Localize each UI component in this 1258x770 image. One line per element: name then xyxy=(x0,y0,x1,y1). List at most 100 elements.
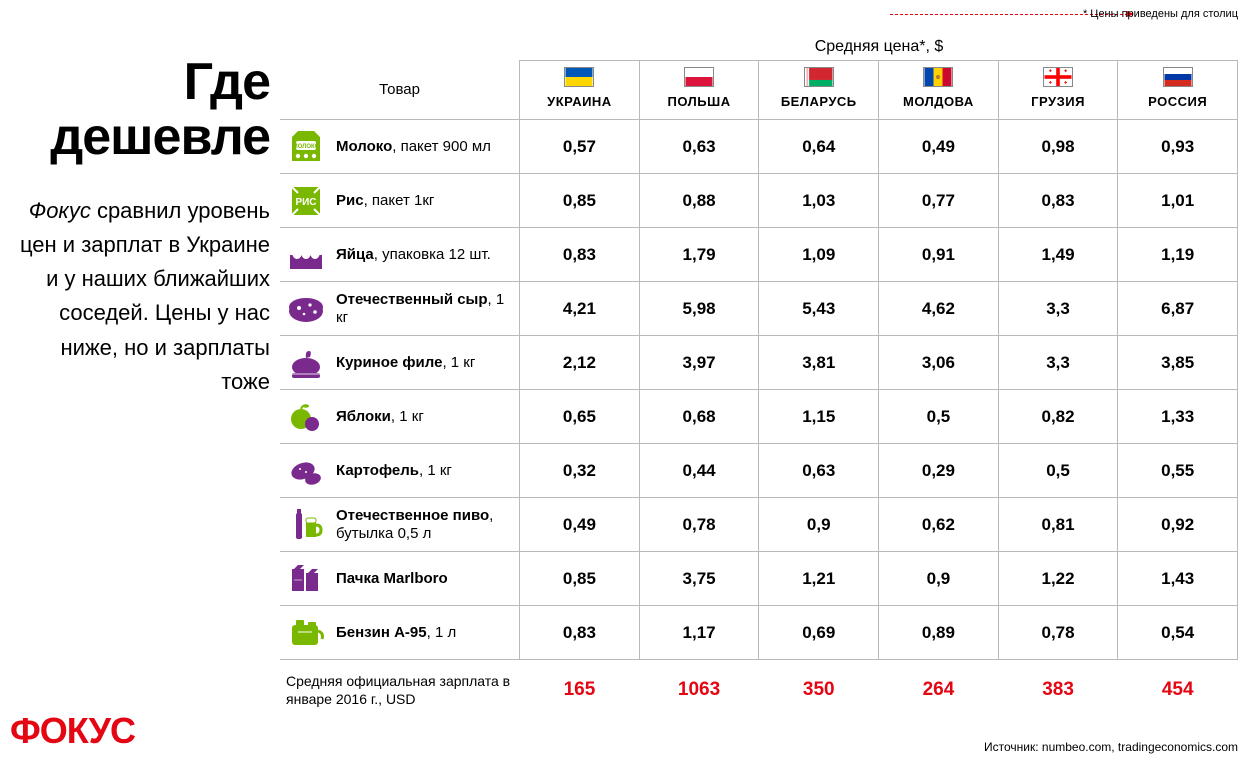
table-row: Пачка Marlboro0,853,751,210,91,221,43 xyxy=(280,552,1238,606)
country-header-md: МОЛДОВА xyxy=(879,61,999,120)
fuel-icon xyxy=(286,613,326,653)
price-cell: 0,83 xyxy=(520,606,640,660)
flag-by-icon xyxy=(804,67,834,87)
price-cell: 6,87 xyxy=(1118,282,1238,336)
price-cell: 0,88 xyxy=(639,174,759,228)
price-table: Товар УКРАИНАПОЛЬШАБЕЛАРУСЬМОЛДОВАГРУЗИЯ… xyxy=(280,60,1238,720)
flag-ge-icon xyxy=(1043,67,1073,87)
goods-header: Товар xyxy=(280,61,520,120)
price-cell: 1,79 xyxy=(639,228,759,282)
price-cell: 0,78 xyxy=(998,606,1118,660)
price-cell: 0,63 xyxy=(639,120,759,174)
rice-icon: РИС xyxy=(286,181,326,221)
salary-cell: 1063 xyxy=(639,660,759,721)
milk-icon: МОЛОКО xyxy=(286,127,326,167)
goods-label: Отечественный сыр, 1 кг xyxy=(336,291,511,327)
price-cell: 3,75 xyxy=(639,552,759,606)
price-cell: 4,62 xyxy=(879,282,999,336)
price-cell: 1,15 xyxy=(759,390,879,444)
table-row: МОЛОКОМолоко, пакет 900 мл0,570,630,640,… xyxy=(280,120,1238,174)
page-subtitle: Фокус сравнил уровень цен и зарплат в Ук… xyxy=(10,194,270,399)
goods-cell: РИСРис, пакет 1кг xyxy=(280,174,520,228)
price-cell: 1,49 xyxy=(998,228,1118,282)
price-cell: 2,12 xyxy=(520,336,640,390)
price-cell: 0,49 xyxy=(879,120,999,174)
goods-cell: Яйца, упаковка 12 шт. xyxy=(280,228,520,282)
salary-cell: 165 xyxy=(520,660,640,721)
price-cell: 3,81 xyxy=(759,336,879,390)
flag-ua-icon xyxy=(564,67,594,87)
price-cell: 0,81 xyxy=(998,498,1118,552)
price-cell: 0,85 xyxy=(520,552,640,606)
price-cell: 0,5 xyxy=(879,390,999,444)
price-cell: 5,43 xyxy=(759,282,879,336)
price-cell: 0,9 xyxy=(879,552,999,606)
eggs-icon xyxy=(286,235,326,275)
price-cell: 0,63 xyxy=(759,444,879,498)
beer-icon xyxy=(286,505,326,545)
header-row: Товар УКРАИНАПОЛЬШАБЕЛАРУСЬМОЛДОВАГРУЗИЯ… xyxy=(280,61,1238,120)
price-cell: 0,55 xyxy=(1118,444,1238,498)
cheese-icon xyxy=(286,289,326,329)
price-table-body: МОЛОКОМолоко, пакет 900 мл0,570,630,640,… xyxy=(280,120,1238,721)
price-cell: 1,09 xyxy=(759,228,879,282)
goods-label: Молоко, пакет 900 мл xyxy=(336,138,491,156)
table-row: РИСРис, пакет 1кг0,850,881,030,770,831,0… xyxy=(280,174,1238,228)
price-cell: 3,85 xyxy=(1118,336,1238,390)
goods-label: Яблоки, 1 кг xyxy=(336,408,424,426)
table-row: Картофель, 1 кг0,320,440,630,290,50,55 xyxy=(280,444,1238,498)
goods-label: Куриное филе, 1 кг xyxy=(336,354,475,372)
country-header-ge: ГРУЗИЯ xyxy=(998,61,1118,120)
country-name: ГРУЗИЯ xyxy=(1031,94,1085,109)
subtitle-text: сравнил уровень цен и зарплат в Украине … xyxy=(20,198,270,393)
price-cell: 0,82 xyxy=(998,390,1118,444)
page-title: Где дешевле xyxy=(10,55,270,164)
price-cell: 1,03 xyxy=(759,174,879,228)
goods-cell: Бензин А-95, 1 л xyxy=(280,606,520,660)
price-cell: 1,33 xyxy=(1118,390,1238,444)
price-cell: 0,93 xyxy=(1118,120,1238,174)
salary-cell: 454 xyxy=(1118,660,1238,721)
price-cell: 3,3 xyxy=(998,282,1118,336)
price-cell: 0,64 xyxy=(759,120,879,174)
price-cell: 1,43 xyxy=(1118,552,1238,606)
price-cell: 0,69 xyxy=(759,606,879,660)
country-name: МОЛДОВА xyxy=(903,94,974,109)
brand-logo: ФОКУС xyxy=(10,710,270,760)
price-cell: 0,5 xyxy=(998,444,1118,498)
price-cell: 0,83 xyxy=(520,228,640,282)
cigs-icon xyxy=(286,559,326,599)
price-cell: 0,29 xyxy=(879,444,999,498)
price-cell: 0,91 xyxy=(879,228,999,282)
goods-cell: Яблоки, 1 кг xyxy=(280,390,520,444)
country-header-pl: ПОЛЬША xyxy=(639,61,759,120)
price-cell: 0,32 xyxy=(520,444,640,498)
goods-cell: Картофель, 1 кг xyxy=(280,444,520,498)
country-name: БЕЛАРУСЬ xyxy=(781,94,857,109)
goods-label: Пачка Marlboro xyxy=(336,570,448,588)
table-row: Бензин А-95, 1 л0,831,170,690,890,780,54 xyxy=(280,606,1238,660)
price-cell: 3,06 xyxy=(879,336,999,390)
country-header-ru: РОССИЯ xyxy=(1118,61,1238,120)
price-cell: 0,54 xyxy=(1118,606,1238,660)
price-cell: 0,62 xyxy=(879,498,999,552)
price-cell: 0,77 xyxy=(879,174,999,228)
price-cell: 0,68 xyxy=(639,390,759,444)
avg-price-label: Средняя цена*, $ xyxy=(520,38,1238,56)
flag-md-icon xyxy=(923,67,953,87)
country-name: ПОЛЬША xyxy=(668,94,731,109)
salary-cell: 383 xyxy=(998,660,1118,721)
goods-label: Бензин А-95, 1 л xyxy=(336,624,456,642)
goods-cell: МОЛОКО Молоко, пакет 900 мл xyxy=(280,120,520,174)
table-row: Яйца, упаковка 12 шт. 0,831,791,090,911,4… xyxy=(280,228,1238,282)
price-cell: 0,9 xyxy=(759,498,879,552)
price-cell: 0,65 xyxy=(520,390,640,444)
price-cell: 5,98 xyxy=(639,282,759,336)
goods-label: Яйца, упаковка 12 шт. xyxy=(336,246,491,264)
price-cell: 0,78 xyxy=(639,498,759,552)
price-cell: 0,98 xyxy=(998,120,1118,174)
price-cell: 1,17 xyxy=(639,606,759,660)
price-cell: 0,49 xyxy=(520,498,640,552)
country-header-by: БЕЛАРУСЬ xyxy=(759,61,879,120)
goods-label: Отечественное пиво, бутылка 0,5 л xyxy=(336,507,511,543)
